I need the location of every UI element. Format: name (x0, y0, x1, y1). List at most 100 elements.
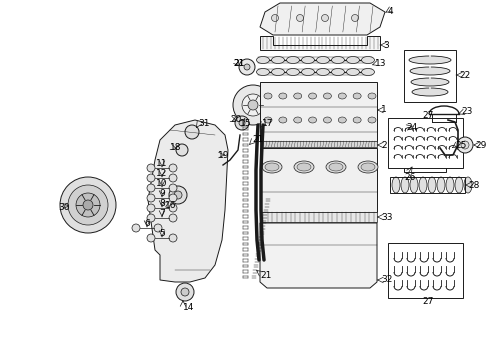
Circle shape (147, 204, 155, 212)
Ellipse shape (428, 177, 436, 193)
Ellipse shape (271, 57, 285, 63)
Ellipse shape (412, 88, 448, 96)
Ellipse shape (346, 68, 360, 76)
Text: 21: 21 (233, 58, 245, 68)
Circle shape (169, 204, 177, 212)
Circle shape (147, 184, 155, 192)
Circle shape (147, 194, 155, 202)
Text: 21: 21 (260, 270, 271, 279)
Circle shape (83, 200, 93, 210)
Circle shape (239, 59, 255, 75)
Ellipse shape (264, 117, 272, 123)
Ellipse shape (358, 161, 378, 173)
Text: 31: 31 (198, 118, 210, 127)
Text: 5: 5 (159, 229, 165, 238)
Circle shape (176, 283, 194, 301)
Circle shape (169, 194, 177, 202)
Text: 17: 17 (262, 118, 273, 127)
Ellipse shape (262, 161, 282, 173)
Circle shape (147, 214, 155, 222)
Text: 30: 30 (58, 202, 70, 211)
Circle shape (169, 186, 187, 204)
Ellipse shape (256, 57, 270, 63)
Bar (260, 82, 377, 142)
Bar (388, 243, 463, 298)
Ellipse shape (362, 68, 374, 76)
Circle shape (296, 14, 303, 22)
Ellipse shape (332, 68, 344, 76)
Text: 11: 11 (156, 158, 168, 167)
Circle shape (174, 191, 182, 199)
Ellipse shape (301, 68, 315, 76)
Bar (404, 50, 456, 102)
Ellipse shape (309, 117, 317, 123)
Circle shape (169, 164, 177, 172)
Text: 12: 12 (156, 168, 168, 177)
Text: 7: 7 (159, 208, 165, 217)
Bar (260, 212, 377, 222)
Circle shape (169, 234, 177, 242)
Text: 13: 13 (375, 59, 387, 68)
Circle shape (147, 234, 155, 242)
Text: 26: 26 (404, 172, 416, 181)
Circle shape (76, 193, 100, 217)
Ellipse shape (464, 177, 472, 193)
Text: 27: 27 (422, 297, 434, 306)
Circle shape (68, 185, 108, 225)
Text: 6: 6 (144, 219, 150, 228)
Text: 28: 28 (468, 180, 479, 189)
Circle shape (181, 288, 189, 296)
Bar (260, 148, 377, 212)
Text: 2: 2 (381, 140, 387, 149)
Circle shape (185, 125, 199, 139)
Ellipse shape (437, 177, 445, 193)
Ellipse shape (294, 93, 302, 99)
Ellipse shape (317, 68, 329, 76)
Ellipse shape (279, 93, 287, 99)
Circle shape (351, 14, 359, 22)
Polygon shape (148, 120, 228, 282)
Ellipse shape (317, 57, 329, 63)
Bar (404, 130, 446, 172)
Bar (260, 141, 377, 147)
Ellipse shape (338, 93, 346, 99)
Bar (390, 177, 465, 193)
Ellipse shape (338, 117, 346, 123)
Ellipse shape (332, 57, 344, 63)
Circle shape (457, 137, 473, 153)
Circle shape (132, 224, 140, 232)
Ellipse shape (287, 68, 299, 76)
Ellipse shape (297, 163, 311, 171)
Text: 24: 24 (406, 123, 417, 132)
Ellipse shape (309, 93, 317, 99)
Ellipse shape (368, 117, 376, 123)
Circle shape (169, 174, 177, 182)
Text: 32: 32 (381, 275, 392, 284)
Circle shape (176, 144, 188, 156)
Ellipse shape (419, 177, 427, 193)
Circle shape (147, 174, 155, 182)
Text: 19: 19 (218, 150, 229, 159)
Text: 4: 4 (388, 6, 393, 15)
Text: 1: 1 (381, 105, 387, 114)
Ellipse shape (279, 117, 287, 123)
Circle shape (169, 214, 177, 222)
Ellipse shape (326, 161, 346, 173)
Text: 8: 8 (159, 198, 165, 207)
Text: 16: 16 (165, 201, 176, 210)
Circle shape (169, 184, 177, 192)
Ellipse shape (410, 67, 450, 75)
Circle shape (60, 177, 116, 233)
Circle shape (235, 116, 249, 130)
Ellipse shape (264, 93, 272, 99)
Circle shape (271, 14, 278, 22)
Text: 23: 23 (461, 108, 472, 117)
Text: 20: 20 (230, 114, 242, 123)
Ellipse shape (361, 163, 375, 171)
Polygon shape (260, 36, 380, 50)
Circle shape (154, 224, 162, 232)
Ellipse shape (362, 57, 374, 63)
Circle shape (321, 14, 328, 22)
Circle shape (242, 94, 264, 116)
Ellipse shape (256, 68, 270, 76)
